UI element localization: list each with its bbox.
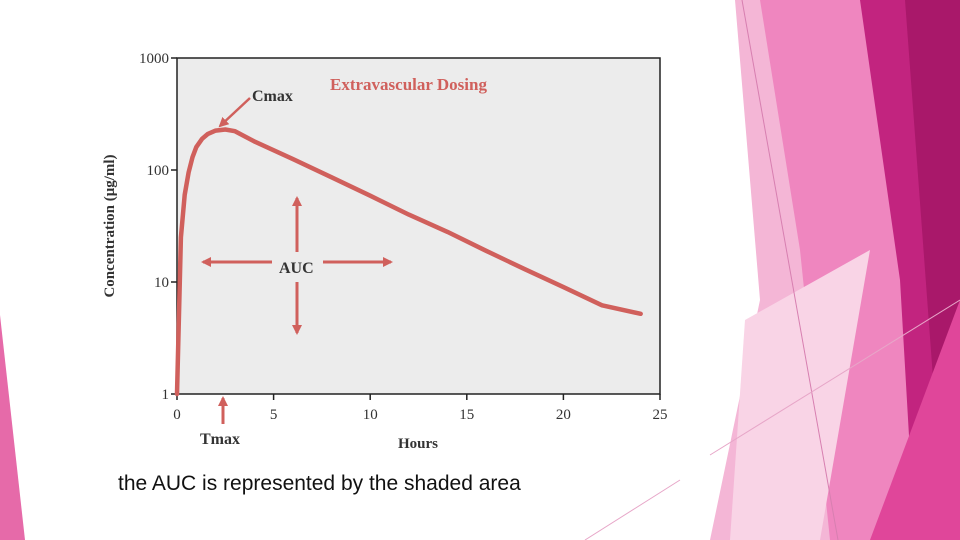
tmax-label: Tmax (200, 431, 240, 448)
x-axis: 0 5 10 15 20 25 (173, 394, 668, 423)
cmax-label: Cmax (252, 88, 293, 105)
x-tick-label: 20 (556, 407, 571, 423)
decor-thin-line (709, 299, 960, 456)
x-tick-label: 5 (270, 407, 278, 423)
x-tick-label: 25 (653, 407, 668, 423)
decor-thin-line (584, 479, 681, 540)
x-tick-label: 15 (459, 407, 474, 423)
x-tick-label: 0 (173, 407, 181, 423)
concentration-curve (174, 127, 643, 397)
decor-thin-line (741, 0, 839, 540)
y-tick-label: 10 (154, 275, 169, 291)
x-axis-title: Hours (398, 436, 438, 452)
chart-title: Extravascular Dosing (330, 75, 487, 94)
y-tick-label: 1 (162, 387, 170, 403)
cmax-arrow (218, 97, 251, 128)
decor-panel-hotpink (870, 300, 960, 540)
decor-panel-pale (730, 250, 870, 540)
y-axis: 1 10 100 1000 (139, 51, 177, 403)
auc-label: AUC (279, 260, 314, 277)
decor-left-edge (0, 315, 25, 540)
x-tick-label: 10 (363, 407, 378, 423)
y-axis-title: Concentration (μg/ml) (102, 154, 118, 297)
slide-caption: the AUC is represented by the shaded are… (118, 472, 521, 495)
y-tick-label: 1000 (139, 51, 169, 67)
plot-area (176, 57, 661, 395)
y-tick-label: 100 (147, 163, 170, 179)
